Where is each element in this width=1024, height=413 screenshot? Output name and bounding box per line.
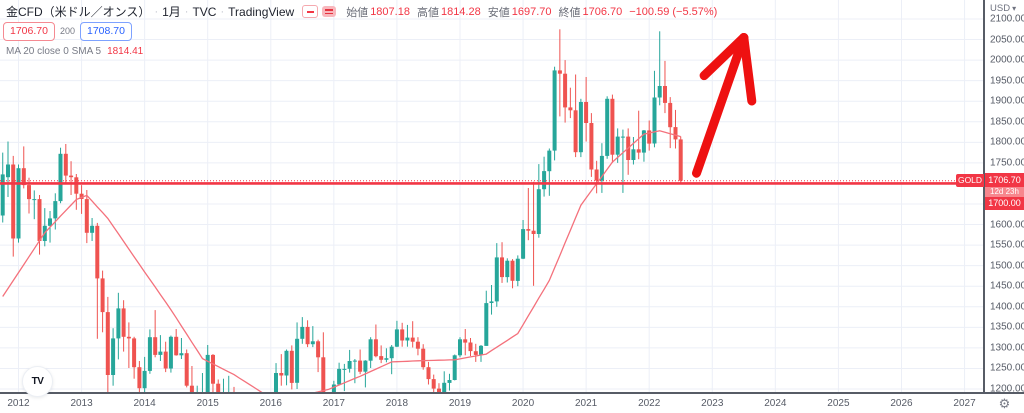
red-price-chip[interactable]: 1706.70 [3,22,55,41]
candlestick-series [0,29,683,392]
list-icon[interactable] [322,6,337,17]
price-tick-label: 1950.00 [990,75,1024,87]
price-tick-label: 2050.00 [990,34,1024,46]
price-tick-label: 2000.00 [990,54,1024,66]
year-tick-label: 2025 [827,398,850,409]
open-value: 1807.18 [370,5,410,18]
currency-label: USD [990,3,1011,14]
price-tick-label: 1750.00 [990,157,1024,169]
high-value: 1814.28 [440,5,481,18]
change-value: −100.59 (−5.57%) [629,5,718,18]
drawing-price-chips: 1706.70 200 1708.70 [3,22,132,41]
chart-legend: 金CFD（米ドル／オンス） · 1月 · TVC · TradingView 始… [6,3,717,20]
price-tick-label: 1800.00 [990,136,1024,148]
high-label: 高値 [416,6,439,19]
price-tick-label: 1500.00 [990,260,1024,272]
ma-indicator-label[interactable]: MA 20 close 0 SMA 5 [6,46,102,57]
year-tick-label: 2014 [133,398,156,409]
close-label: 終値 [558,6,581,19]
indicator-legend: MA 20 close 0 SMA 5 1814.41 [6,46,143,57]
legend-separator: · [154,5,159,18]
low-label: 安値 [487,6,510,19]
open-label: 始値 [346,6,369,19]
price-tick-label: 1600.00 [990,219,1024,231]
price-tick-label: 1200.00 [990,383,1024,395]
symbol-title[interactable]: 金CFD（米ドル／オンス） [6,5,151,19]
gear-icon[interactable]: ⚙ [998,396,1011,411]
year-tick-label: 2026 [890,398,913,409]
year-tick-label: 2022 [638,398,661,409]
tradingview-logo[interactable]: TV [22,366,53,397]
bar-countdown-badge: 12d 23h [985,187,1024,197]
time-axis[interactable]: 2012 2013 2014 2015 2016 2017 2018 2019 2020 2021… [0,392,1024,413]
hline-price-badge[interactable]: 1700.00 [985,197,1024,210]
blue-price-chip[interactable]: 1708.70 [80,22,132,41]
currency-dropdown[interactable]: USD ▾ [990,3,1016,14]
year-tick-label: 2027 [953,398,976,409]
price-tick-label: 1850.00 [990,116,1024,128]
year-tick-label: 2024 [764,398,787,409]
year-tick-label: 2016 [259,398,282,409]
exchange-label[interactable]: TVC [192,4,217,19]
year-tick-label: 2019 [448,398,472,409]
arrow-drawing[interactable] [692,33,757,178]
chip-middle-text: 200 [59,26,75,37]
year-tick-label: 2017 [322,398,345,409]
year-tick-label: 2018 [385,398,409,409]
interval-label[interactable]: 1月 [162,5,181,19]
current-price-badge: 1706.70 [985,173,1024,187]
year-tick-label: 2021 [575,398,598,409]
legend-separator: · [184,5,189,18]
price-tick-label: 1300.00 [990,342,1024,354]
axis-corner: ⚙ [985,394,1024,413]
year-tick-label: 2012 [7,398,30,409]
price-tick-label: 1350.00 [990,321,1024,333]
minus-icon[interactable] [302,5,319,18]
year-tick-label: 2023 [701,398,724,409]
price-tick-label: 1250.00 [990,362,1024,374]
ohlc-readout: 始値 1807.18 高値 1814.28 安値 1697.70 終値 1706… [346,4,717,20]
legend-separator: · [220,5,225,18]
low-value: 1697.70 [511,5,552,18]
grid [0,0,983,392]
price-tick-label: 1400.00 [990,301,1024,313]
ma-line[interactable] [2,130,681,397]
symbol-badge: GOLD [956,174,984,187]
year-tick-label: 2020 [511,398,535,409]
year-tick-label: 2013 [70,398,93,409]
ma-indicator-value: 1814.41 [107,46,144,57]
close-value: 1706.70 [582,5,623,18]
price-tick-label: 1550.00 [990,239,1024,251]
price-tick-label: 1900.00 [990,95,1024,107]
price-tick-label: 2100.00 [990,13,1024,25]
year-tick-label: 2015 [196,398,219,409]
price-tick-label: 1450.00 [990,280,1024,292]
chevron-down-icon: ▾ [1012,4,1017,13]
brand-label[interactable]: TradingView [228,4,295,19]
